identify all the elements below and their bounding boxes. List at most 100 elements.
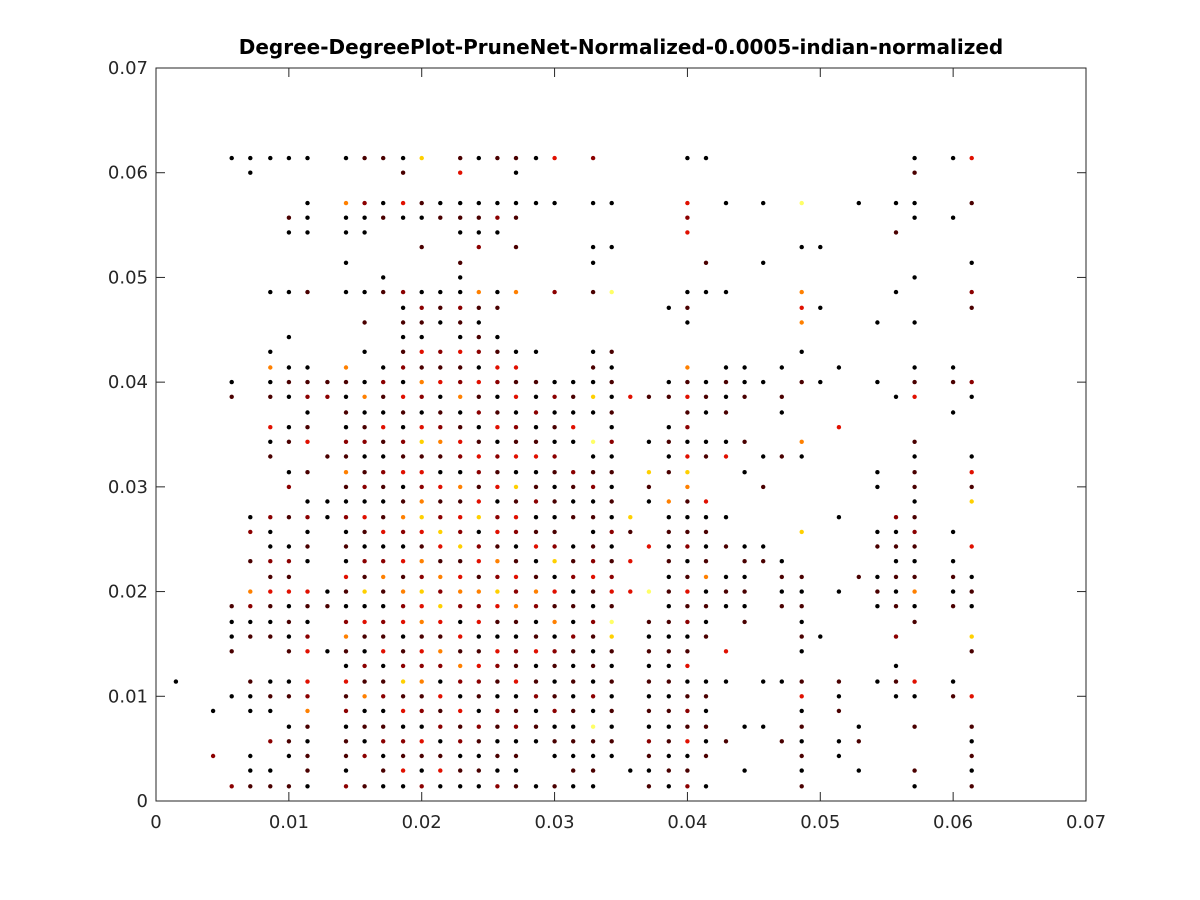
data-point (703, 784, 709, 789)
data-point (495, 634, 500, 639)
data-point (458, 529, 463, 535)
data-point (646, 784, 652, 789)
data-point (419, 365, 424, 370)
data-point (343, 708, 349, 714)
data-point (609, 649, 614, 654)
data-point (609, 349, 614, 354)
data-point (495, 784, 500, 789)
data-point (703, 739, 709, 744)
data-point (476, 708, 481, 714)
data-point (950, 365, 956, 370)
data-point (419, 784, 424, 789)
data-point (609, 200, 614, 206)
data-point (400, 394, 406, 399)
data-point (476, 289, 481, 295)
data-point (476, 634, 481, 639)
data-point (229, 634, 234, 639)
data-point (703, 379, 709, 385)
data-point (609, 663, 614, 669)
data-point (381, 663, 386, 669)
data-point (438, 454, 443, 459)
data-point (305, 365, 310, 370)
data-point (571, 739, 576, 744)
data-point (742, 559, 747, 564)
data-point (381, 394, 386, 399)
data-point (836, 589, 842, 594)
y-tick-label: 0.04 (108, 372, 148, 393)
data-point (703, 260, 709, 265)
data-point (723, 604, 729, 609)
data-point (836, 425, 842, 430)
data-point (268, 529, 273, 535)
data-point (969, 544, 974, 549)
data-point (400, 334, 406, 340)
data-point (419, 394, 424, 399)
data-point (875, 679, 880, 684)
data-point (476, 499, 481, 504)
data-point (286, 439, 292, 444)
data-point (685, 305, 690, 310)
data-point (685, 589, 690, 594)
data-point (400, 439, 406, 444)
data-point (646, 634, 652, 639)
data-point (495, 289, 500, 295)
data-point (381, 379, 386, 385)
data-point (248, 589, 253, 594)
data-point (893, 679, 899, 684)
data-point (799, 379, 804, 385)
data-point (343, 589, 349, 594)
data-point (419, 515, 424, 520)
data-point (325, 515, 330, 520)
data-point (362, 589, 367, 594)
data-point (609, 753, 614, 759)
data-point (666, 529, 671, 535)
data-point (703, 515, 709, 520)
data-point (590, 768, 596, 773)
data-point (666, 515, 671, 520)
data-point (248, 559, 253, 564)
data-point (703, 589, 709, 594)
data-point (875, 544, 880, 549)
data-point (723, 574, 729, 580)
data-point (458, 544, 463, 549)
data-point (666, 559, 671, 564)
data-point (893, 230, 899, 235)
data-point (742, 379, 747, 385)
data-point (836, 753, 842, 759)
data-point (685, 529, 690, 535)
data-point (495, 365, 500, 370)
data-point (685, 394, 690, 399)
data-point (893, 559, 899, 564)
data-point (513, 708, 519, 714)
data-point (381, 619, 386, 625)
data-point (893, 694, 899, 699)
data-point (343, 679, 349, 684)
data-point (685, 425, 690, 430)
data-point (362, 663, 367, 669)
data-point (495, 694, 500, 699)
data-point (286, 365, 292, 370)
data-point (646, 739, 652, 744)
data-point (400, 768, 406, 773)
data-point (400, 619, 406, 625)
data-point (476, 379, 481, 385)
data-point (362, 753, 367, 759)
data-point (419, 215, 424, 220)
data-point (305, 379, 310, 385)
data-point (646, 753, 652, 759)
data-point (533, 454, 539, 459)
axes-box (155, 67, 1087, 802)
data-point (248, 170, 253, 175)
data-point (703, 454, 709, 459)
data-point (552, 499, 557, 504)
data-point (305, 694, 310, 699)
data-point (969, 604, 974, 609)
data-point (761, 260, 766, 265)
data-point (458, 305, 463, 310)
data-point (495, 679, 500, 684)
data-point (609, 365, 614, 370)
data-point (533, 604, 539, 609)
data-point (590, 244, 596, 250)
data-point (400, 604, 406, 609)
data-point (476, 604, 481, 609)
